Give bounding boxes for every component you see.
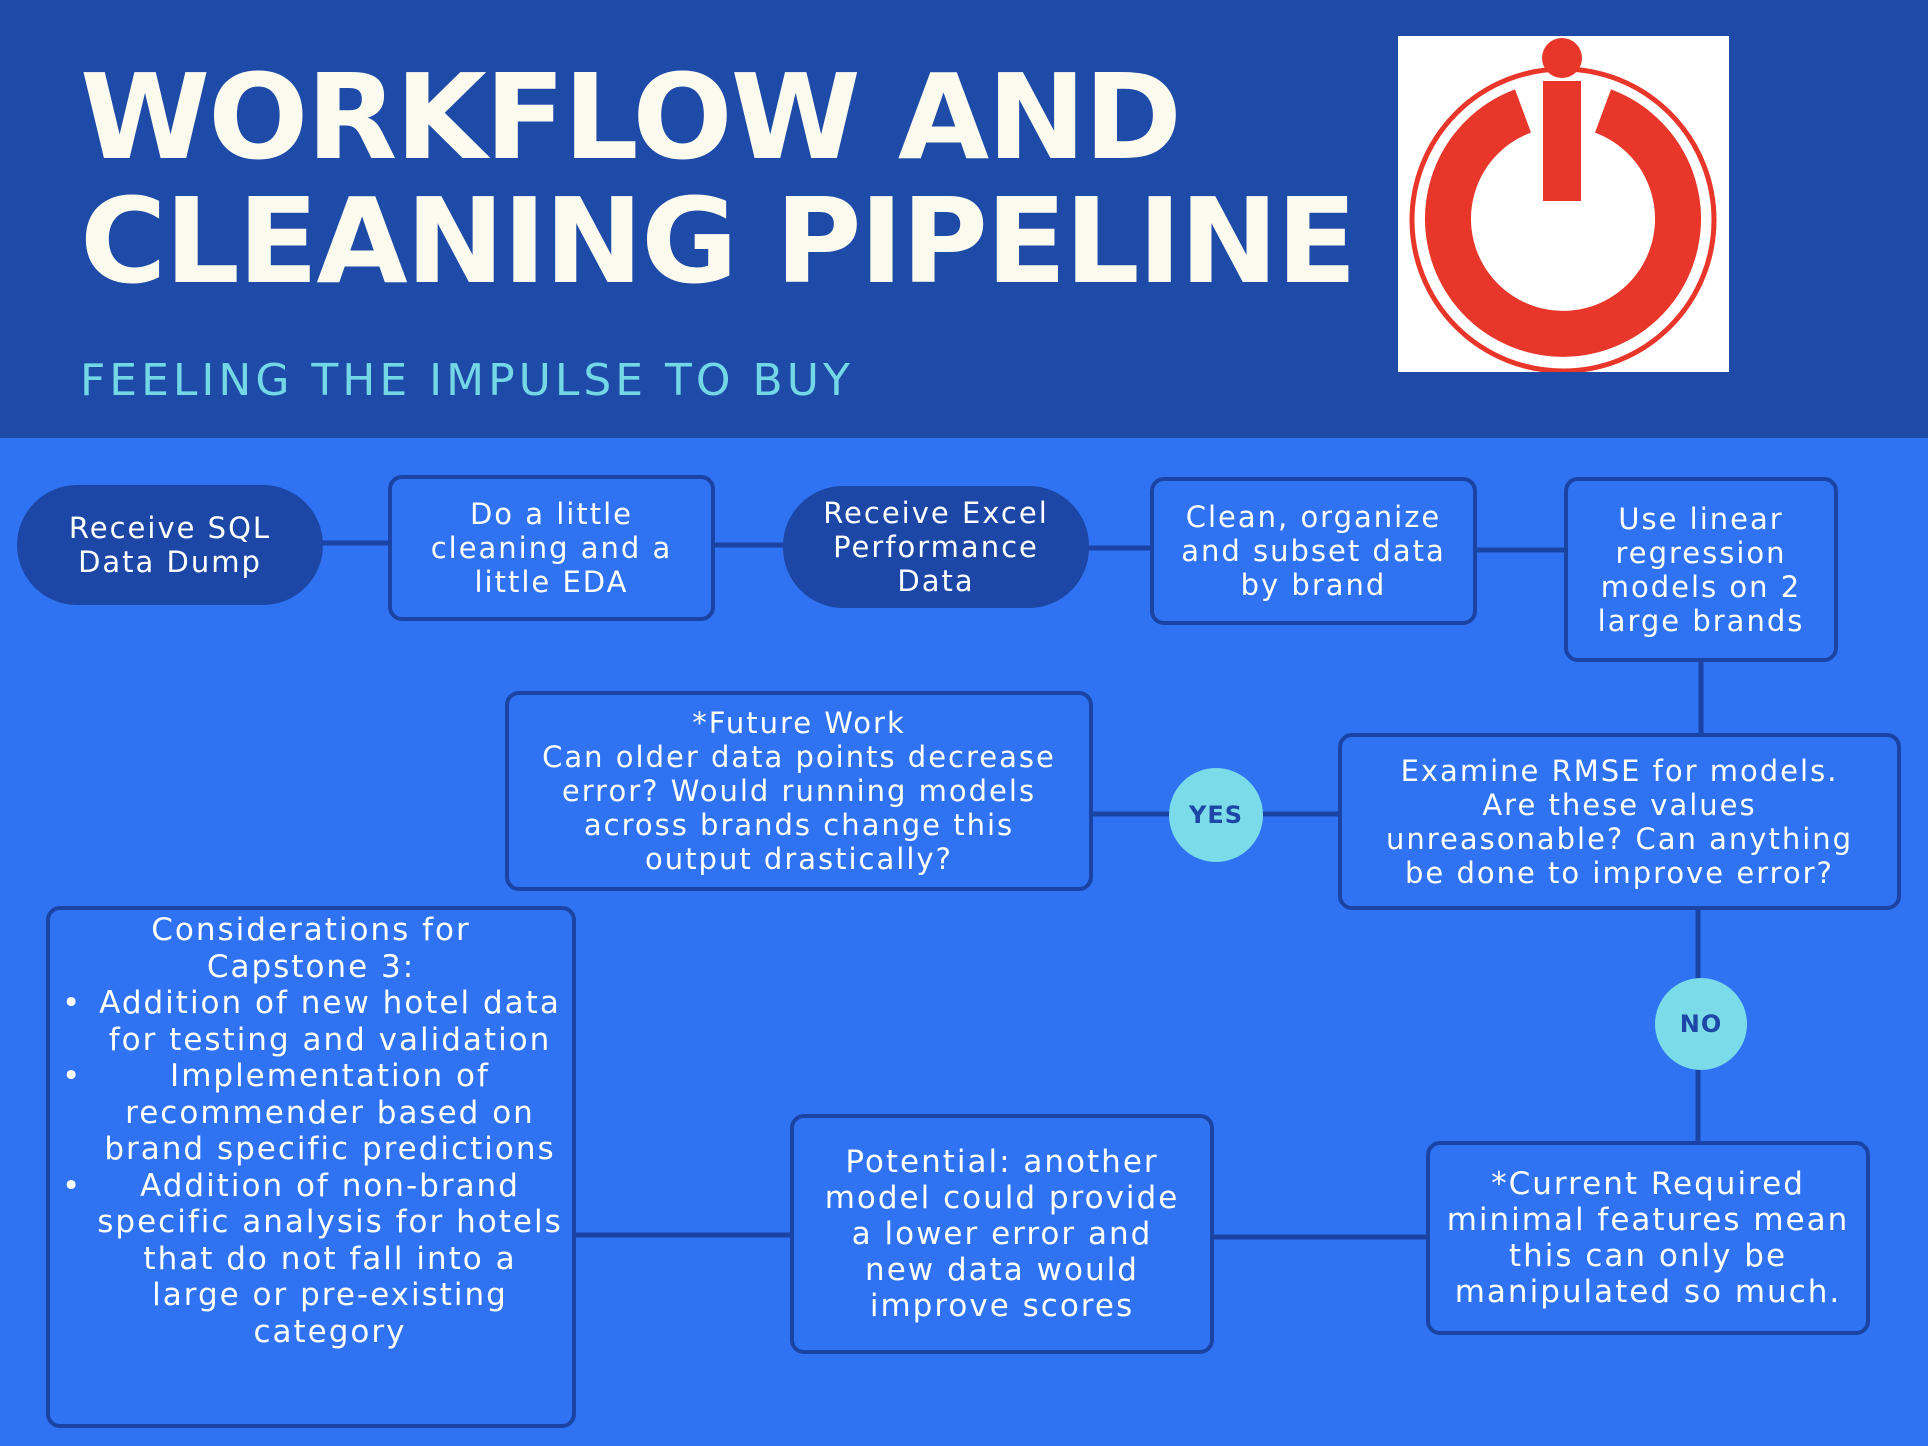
yes-label: YES bbox=[1188, 801, 1244, 829]
power-button-i-logo bbox=[1398, 36, 1729, 372]
yes-decision-circle: YES bbox=[1169, 768, 1263, 862]
future-work-label: *Future Work Can older data points decre… bbox=[542, 706, 1056, 876]
logo-icon bbox=[1409, 38, 1717, 372]
current-required-label: *Current Required minimal features mean … bbox=[1446, 1166, 1850, 1310]
examine-rmse-node: Examine RMSE for models. Are these value… bbox=[1338, 733, 1901, 910]
little-cleaning-eda-node: Do a little cleaning and a little EDA bbox=[388, 475, 715, 621]
receive-sql-label: Receive SQL Data Dump bbox=[68, 511, 272, 579]
receive-sql-data-dump-node: Receive SQL Data Dump bbox=[17, 485, 323, 605]
considerations-item: Addition of non-brand specific analysis … bbox=[62, 1168, 564, 1351]
header-banner: WORKFLOW AND CLEANING PIPELINE FEELING T… bbox=[0, 0, 1928, 438]
considerations-list: Addition of new hotel data for testing a… bbox=[58, 985, 564, 1350]
receive-excel-label: Receive Excel Performance Data bbox=[823, 496, 1049, 598]
receive-excel-performance-node: Receive Excel Performance Data bbox=[783, 486, 1089, 608]
little-cleaning-label: Do a little cleaning and a little EDA bbox=[430, 497, 673, 599]
linear-regression-label: Use linear regression models on 2 large … bbox=[1597, 501, 1805, 638]
linear-regression-node: Use linear regression models on 2 large … bbox=[1564, 477, 1838, 662]
considerations-heading: Considerations for Capstone 3: bbox=[151, 912, 471, 985]
potential-node: Potential: another model could provide a… bbox=[790, 1114, 1214, 1354]
page-title: WORKFLOW AND CLEANING PIPELINE bbox=[80, 48, 1357, 310]
considerations-item: Implementation of recommender based on b… bbox=[62, 1058, 564, 1168]
considerations-item: Addition of new hotel data for testing a… bbox=[62, 985, 564, 1058]
no-label: NO bbox=[1679, 1010, 1723, 1038]
no-decision-circle: NO bbox=[1655, 978, 1747, 1070]
page-subtitle: FEELING THE IMPULSE TO BUY bbox=[80, 355, 854, 406]
clean-organize-subset-node: Clean, organize and subset data by brand bbox=[1150, 477, 1477, 625]
examine-rmse-label: Examine RMSE for models. Are these value… bbox=[1385, 753, 1854, 890]
clean-organize-label: Clean, organize and subset data by brand bbox=[1181, 500, 1446, 602]
potential-label: Potential: another model could provide a… bbox=[824, 1144, 1180, 1324]
considerations-capstone-3-box: Considerations for Capstone 3: Addition … bbox=[46, 906, 576, 1428]
future-work-node: *Future Work Can older data points decre… bbox=[505, 691, 1093, 891]
current-required-node: *Current Required minimal features mean … bbox=[1426, 1141, 1870, 1335]
